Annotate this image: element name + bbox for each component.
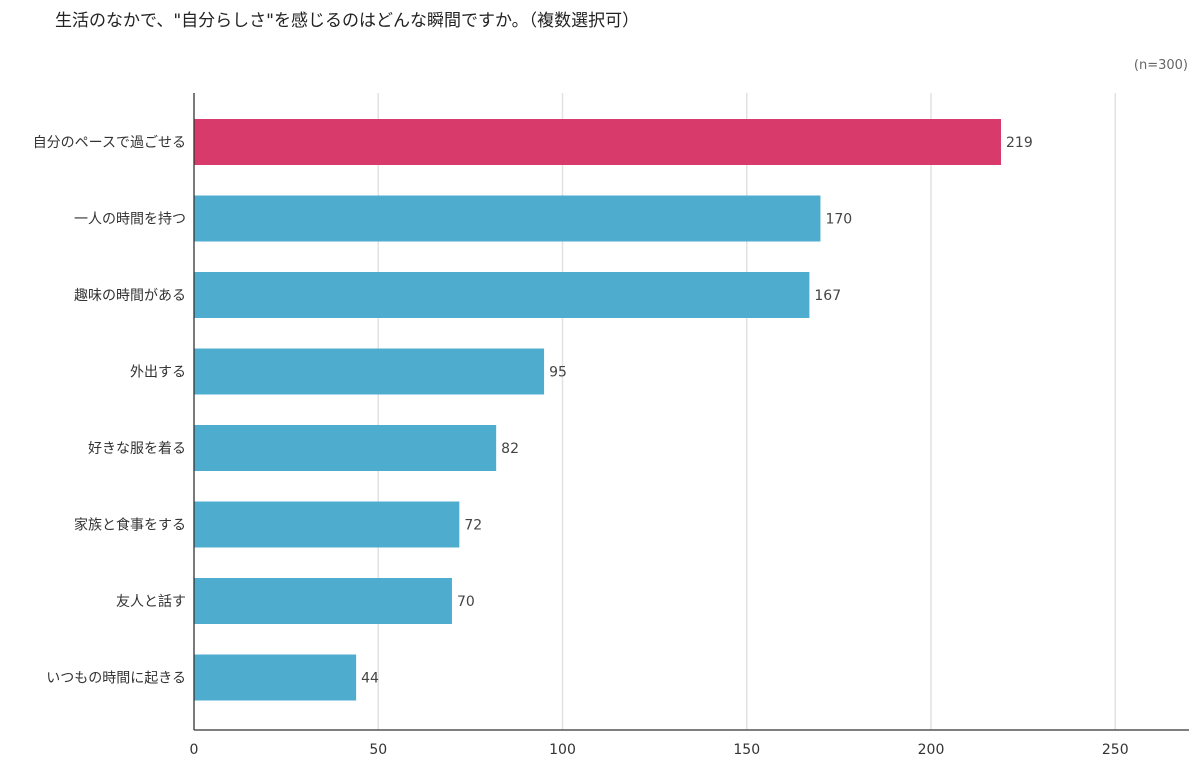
value-label-3: 167: [814, 288, 841, 304]
category-label-2: 一人の時間を持つ: [74, 212, 186, 228]
x-tick-label-150: 150: [733, 742, 760, 758]
category-label-1: 自分のペースで過ごせる: [33, 135, 186, 151]
bar-2: [194, 195, 821, 242]
chart-title: 生活のなかで、"自分らしさ"を感じるのはどんな瞬間ですか。（複数選択可）: [55, 11, 640, 31]
sample-size-note: (n=300): [1133, 58, 1188, 73]
value-label-8: 44: [361, 671, 379, 687]
x-tick-label-50: 50: [369, 742, 387, 758]
bar-8: [194, 654, 357, 701]
category-label-6: 家族と食事をする: [74, 517, 186, 534]
category-label-7: 友人と話す: [116, 593, 186, 610]
value-label-5: 82: [501, 441, 519, 457]
value-label-1: 219: [1006, 135, 1033, 151]
bar-3: [194, 272, 810, 318]
bar-5: [194, 425, 497, 471]
value-label-4: 95: [549, 365, 567, 381]
category-label-5: 好きな服を着る: [88, 441, 186, 457]
value-label-2: 170: [825, 212, 852, 228]
x-tick-label-200: 200: [918, 742, 945, 758]
category-label-4: 外出する: [130, 365, 186, 381]
value-label-6: 72: [464, 518, 482, 534]
category-label-8: いつもの時間に起きる: [46, 671, 186, 687]
bar-1: [194, 119, 1002, 165]
x-tick-label-250: 250: [1102, 742, 1129, 758]
x-tick-label-0: 0: [190, 742, 199, 758]
value-label-7: 70: [457, 594, 475, 610]
bar-6: [194, 501, 460, 548]
bar-4: [194, 348, 545, 395]
bar-7: [194, 578, 452, 624]
category-label-3: 趣味の時間がある: [74, 288, 186, 304]
x-tick-label-100: 100: [549, 742, 576, 758]
